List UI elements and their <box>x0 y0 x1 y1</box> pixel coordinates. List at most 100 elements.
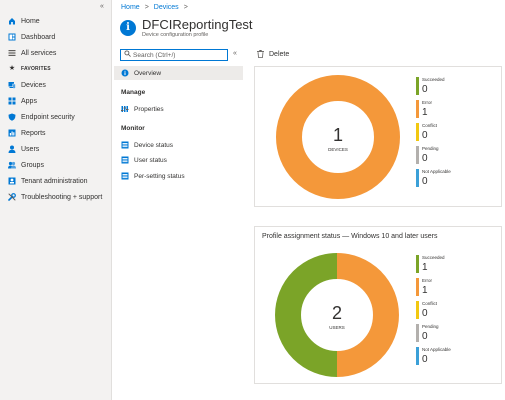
users-status-card: Profile assignment status — Windows 10 a… <box>254 226 502 384</box>
info-icon: i <box>120 20 136 36</box>
legend-item-not-applicable[interactable]: Not Applicable 0 <box>416 346 486 366</box>
breadcrumb-separator: > <box>144 4 149 11</box>
menu-item-label: Device status <box>134 141 174 149</box>
legend-value: 0 <box>422 308 428 319</box>
nav-item-endpoint-security[interactable]: Endpoint security <box>0 110 112 124</box>
nav-item-users[interactable]: Users <box>0 142 112 156</box>
nav-item-home[interactable]: Home <box>0 14 112 28</box>
page-title: DFCIReportingTest <box>142 17 253 32</box>
menu-item-user-status[interactable]: User status <box>114 153 243 167</box>
delete-button[interactable]: Delete <box>257 50 289 58</box>
nav-item-label: Reports <box>21 129 46 137</box>
legend-swatch <box>416 278 419 296</box>
breadcrumb: Home > Devices > <box>121 4 188 11</box>
list-status-icon <box>121 156 129 164</box>
nav-item-tenant-administration[interactable]: Tenant administration <box>0 174 112 188</box>
legend-swatch <box>416 255 419 273</box>
nav-item-dashboard[interactable]: Dashboard <box>0 30 112 44</box>
search-box[interactable] <box>120 49 228 61</box>
nav-item-label: Dashboard <box>21 33 56 41</box>
legend-swatch <box>416 100 419 118</box>
legend-swatch <box>416 347 419 365</box>
search-input[interactable] <box>133 50 223 60</box>
nav-item-label: Tenant administration <box>21 177 88 185</box>
dashboard-icon <box>8 33 16 41</box>
nav-item-label: Troubleshooting + support <box>21 193 103 201</box>
users-donut-chart <box>275 253 399 377</box>
menu-collapse-icon[interactable]: « <box>233 50 237 57</box>
legend-item-pending[interactable]: Pending 0 <box>416 323 486 343</box>
star-icon: ★ <box>8 65 16 72</box>
nav-item-devices[interactable]: Devices <box>0 78 112 92</box>
nav-item-troubleshooting[interactable]: Troubleshooting + support <box>0 190 112 204</box>
menu-section-monitor: Monitor <box>121 125 145 132</box>
menu-item-label: User status <box>134 156 167 164</box>
menu-item-properties[interactable]: Properties <box>114 102 243 116</box>
legend-swatch <box>416 77 419 95</box>
tenant-icon <box>8 177 16 185</box>
breadcrumb-home[interactable]: Home <box>121 4 140 11</box>
menu-item-label: Per-setting status <box>134 172 185 180</box>
list-status-icon <box>121 172 129 180</box>
legend-swatch <box>416 146 419 164</box>
search-icon <box>124 49 131 61</box>
legend-item-succeeded[interactable]: Succeeded 1 <box>416 254 486 274</box>
legend-label: Error <box>422 278 432 283</box>
devices-icon <box>8 82 16 89</box>
breadcrumb-separator: > <box>183 4 188 11</box>
legend-label: Conflict <box>422 301 438 306</box>
menu-item-label: Overview <box>134 69 162 77</box>
legend-item-pending[interactable]: Pending 0 <box>416 145 486 165</box>
nav-item-label: Home <box>21 17 40 25</box>
menu-item-per-setting-status[interactable]: Per-setting status <box>114 169 243 183</box>
donut-segment-error <box>336 253 399 377</box>
legend-item-not-applicable[interactable]: Not Applicable 0 <box>416 168 486 188</box>
list-status-icon <box>121 141 129 149</box>
legend-value: 1 <box>422 285 428 296</box>
nav-item-apps[interactable]: Apps <box>0 94 112 108</box>
nav-item-all-services[interactable]: All services <box>0 46 112 60</box>
apps-icon <box>8 97 16 105</box>
nav-item-groups[interactable]: Groups <box>0 158 112 172</box>
menu-item-device-status[interactable]: Device status <box>114 138 243 152</box>
legend-label: Error <box>422 100 432 105</box>
devices-status-card: 1 DEVICES Succeeded 0 Error 1 Conflict 0… <box>254 66 502 207</box>
card-title: Profile assignment status — Windows 10 a… <box>262 233 438 240</box>
info-circle-icon <box>121 69 129 77</box>
legend-item-error[interactable]: Error 1 <box>416 99 486 119</box>
nav-item-label: Users <box>21 145 40 153</box>
legend-swatch <box>416 301 419 319</box>
list-icon <box>8 50 16 56</box>
nav-item-label: Groups <box>21 161 44 169</box>
nav-item-label: All services <box>21 49 57 57</box>
nav-item-label: Devices <box>21 81 46 89</box>
trash-icon <box>257 50 264 58</box>
legend-item-succeeded[interactable]: Succeeded 0 <box>416 76 486 96</box>
properties-icon <box>121 106 129 112</box>
nav-collapse-icon[interactable]: « <box>100 3 104 10</box>
devices-caption: DEVICES <box>328 147 348 152</box>
legend-label: Not Applicable <box>422 347 451 352</box>
menu-section-manage: Manage <box>121 89 146 96</box>
legend-value: 0 <box>422 331 428 342</box>
breadcrumb-devices[interactable]: Devices <box>153 4 179 11</box>
devices-donut-chart <box>276 75 400 199</box>
delete-label: Delete <box>269 50 290 58</box>
nav-favorites-heading: ★ FAVORITES <box>0 62 112 76</box>
wrench-icon <box>8 193 16 201</box>
legend-label: Conflict <box>422 123 438 128</box>
user-icon <box>8 145 16 153</box>
shield-icon <box>8 113 16 121</box>
nav-item-reports[interactable]: Reports <box>0 126 112 140</box>
menu-item-overview[interactable]: Overview <box>114 66 243 80</box>
legend-item-error[interactable]: Error 1 <box>416 277 486 297</box>
donut-segment-succeeded <box>275 253 338 377</box>
legend-item-conflict[interactable]: Conflict 0 <box>416 122 486 142</box>
menu-item-label: Properties <box>134 105 164 113</box>
users-total: 2 <box>331 303 342 323</box>
legend-label: Succeeded <box>422 255 445 260</box>
legend-item-conflict[interactable]: Conflict 0 <box>416 300 486 320</box>
legend-label: Not Applicable <box>422 169 451 174</box>
legend-value: 1 <box>422 262 428 273</box>
legend-swatch <box>416 123 419 141</box>
